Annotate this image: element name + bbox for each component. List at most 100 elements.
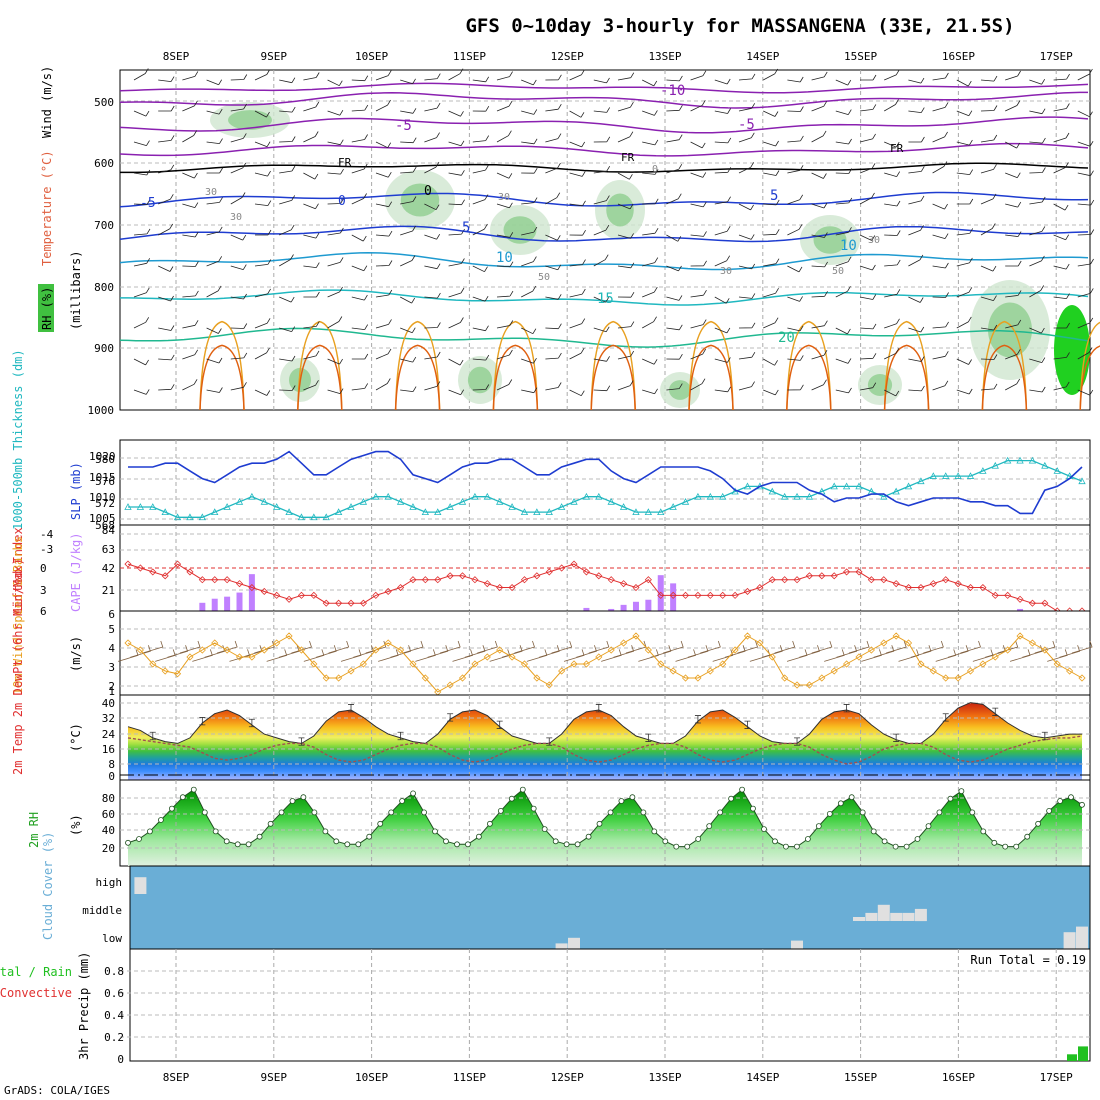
wind-barb — [375, 230, 393, 237]
surface-temp-contour — [883, 344, 930, 411]
contour-label: -5 — [395, 118, 412, 134]
temperature-label: Temperature (°C) — [40, 150, 54, 266]
li-marker — [719, 591, 727, 599]
surface-wind-barb — [638, 649, 659, 662]
wind-barb — [617, 380, 634, 391]
wind-barb — [472, 76, 490, 83]
temperature-contour — [119, 191, 1089, 208]
surface-wind-barb — [1059, 645, 1081, 658]
wind-marker — [880, 639, 888, 647]
thickness-marker — [582, 492, 591, 500]
li-marker — [384, 587, 392, 596]
thickness-marker — [198, 513, 207, 521]
precip-label: 3hr Precip (mm) — [77, 952, 91, 1060]
wind-barb — [158, 325, 175, 331]
wind-barb — [569, 259, 586, 267]
wind-marker — [533, 674, 541, 682]
wind-barb — [279, 224, 295, 236]
wind-barb — [811, 202, 828, 209]
wind-marker — [248, 653, 256, 661]
wind-barb — [375, 260, 393, 267]
pressure-tick: 700 — [94, 219, 114, 232]
wind-barb — [1029, 108, 1046, 115]
wind-barb — [496, 100, 513, 112]
wind-barb — [908, 254, 924, 267]
wind-barb — [400, 255, 416, 267]
wind-barb — [521, 79, 537, 86]
surface-wind-barb — [551, 640, 573, 654]
top-date-label: 17SEP — [1040, 50, 1073, 63]
wind-barb — [884, 69, 900, 81]
wind-barb — [521, 285, 537, 298]
wind-marker — [520, 660, 529, 668]
slp-tick: 1010 — [89, 491, 116, 504]
rh-marker — [859, 809, 866, 816]
wind-barb — [763, 389, 779, 396]
wind-marker — [198, 646, 206, 654]
slp-tick: 1020 — [89, 450, 116, 463]
cape-bar — [199, 602, 206, 611]
wind-barb — [787, 135, 804, 143]
upper-contour-labels: -10 -5 -5 FR FR FR 0 5 5 -5 0 5 10 10 15… — [140, 83, 904, 346]
wind-marker — [904, 639, 913, 647]
wind-barb — [666, 324, 683, 331]
wind-barb — [133, 140, 150, 146]
temp-minmax-bar — [546, 737, 553, 746]
wind-barb — [569, 171, 586, 177]
rh-marker — [947, 795, 954, 802]
li-marker — [273, 591, 281, 599]
wind-barb — [617, 203, 634, 210]
wind-barb — [279, 77, 296, 84]
wind-barb — [182, 290, 199, 298]
wind-barb — [1029, 327, 1045, 334]
wind-barb — [787, 265, 803, 273]
li-marker — [620, 580, 628, 588]
wind-marker — [942, 674, 950, 682]
surface-wind-barb — [563, 649, 585, 662]
wind-barb — [424, 233, 441, 240]
wind-barb — [642, 139, 659, 146]
thickness-marker — [161, 508, 169, 516]
li-marker — [855, 568, 863, 576]
wind-barb — [400, 166, 417, 174]
wind-barb — [859, 382, 877, 391]
wind-barb — [811, 379, 827, 391]
wind-barb — [327, 286, 343, 298]
pressure-tick: 900 — [94, 342, 114, 355]
cloud-label: Cloud Cover (%) — [41, 832, 55, 940]
wind-barb — [617, 291, 635, 298]
temp-minmax-bar — [496, 720, 503, 729]
wind-barb — [932, 351, 949, 360]
wind-barb — [230, 103, 247, 112]
cloud-level-label: middle — [82, 904, 122, 917]
wind-barb — [980, 105, 998, 112]
rh-2m-panel: 80 60 40 20 2m RH (%) — [27, 779, 1091, 867]
rh-marker — [651, 828, 658, 835]
wind-barb — [158, 384, 175, 391]
wind-barb — [182, 172, 198, 179]
thickness-marker — [434, 508, 442, 516]
contour-label: 5 — [140, 204, 141, 206]
cape-tick: 21 — [102, 584, 115, 597]
wind-barb — [569, 141, 586, 148]
surface-wind-barb — [576, 645, 597, 658]
li-marker — [285, 595, 293, 603]
wind-barb — [496, 232, 514, 238]
rh-marker — [475, 833, 482, 840]
wind-barb — [1053, 234, 1070, 241]
thickness-marker — [223, 503, 231, 510]
contour-label: 10 — [840, 238, 857, 254]
rh-marker — [508, 795, 515, 802]
rh-units-label: (%) — [69, 814, 83, 836]
cloud-cell — [134, 877, 147, 894]
rh-marker — [421, 809, 428, 816]
surface-wind-barb — [737, 640, 758, 654]
wind-marker — [781, 674, 789, 682]
wind-barb — [835, 286, 851, 298]
wind-barb — [1077, 389, 1094, 396]
top-date-label: 16SEP — [942, 50, 975, 63]
wind-barb — [980, 383, 998, 391]
cloud-level-label: high — [96, 876, 123, 889]
wind-barb — [182, 100, 198, 112]
wind-barb — [714, 137, 732, 144]
